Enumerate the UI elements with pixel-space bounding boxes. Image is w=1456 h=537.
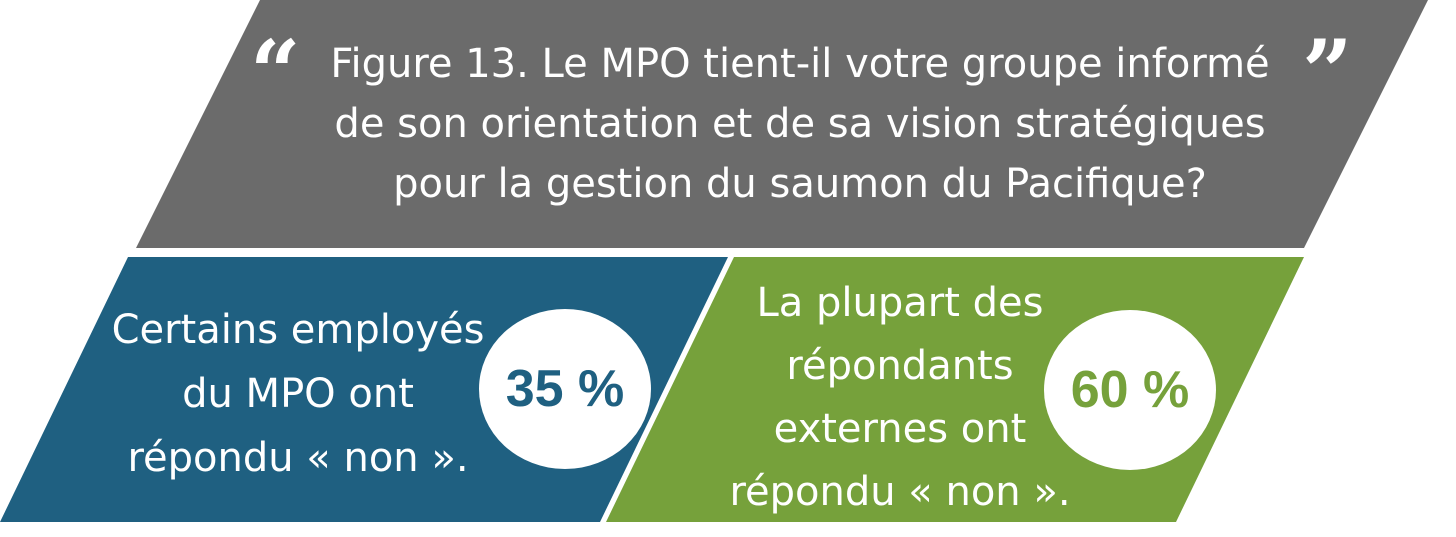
- left-percent-badge: 35 %: [479, 309, 651, 469]
- close-quote-icon: ”: [1302, 20, 1353, 124]
- figure-title: Figure 13. Le MPO tient-il votre groupe …: [330, 41, 1270, 207]
- left-percent-value: 35 %: [505, 360, 625, 418]
- right-percent-badge: 60 %: [1044, 310, 1216, 470]
- title-banner: [136, 0, 1428, 248]
- open-quote-icon: “: [250, 20, 301, 124]
- right-panel-text: La plupart des répondants externes ont r…: [729, 280, 1071, 515]
- right-percent-value: 60 %: [1070, 361, 1190, 419]
- left-panel-text: Certains employés du MPO ont répondu « n…: [111, 307, 485, 481]
